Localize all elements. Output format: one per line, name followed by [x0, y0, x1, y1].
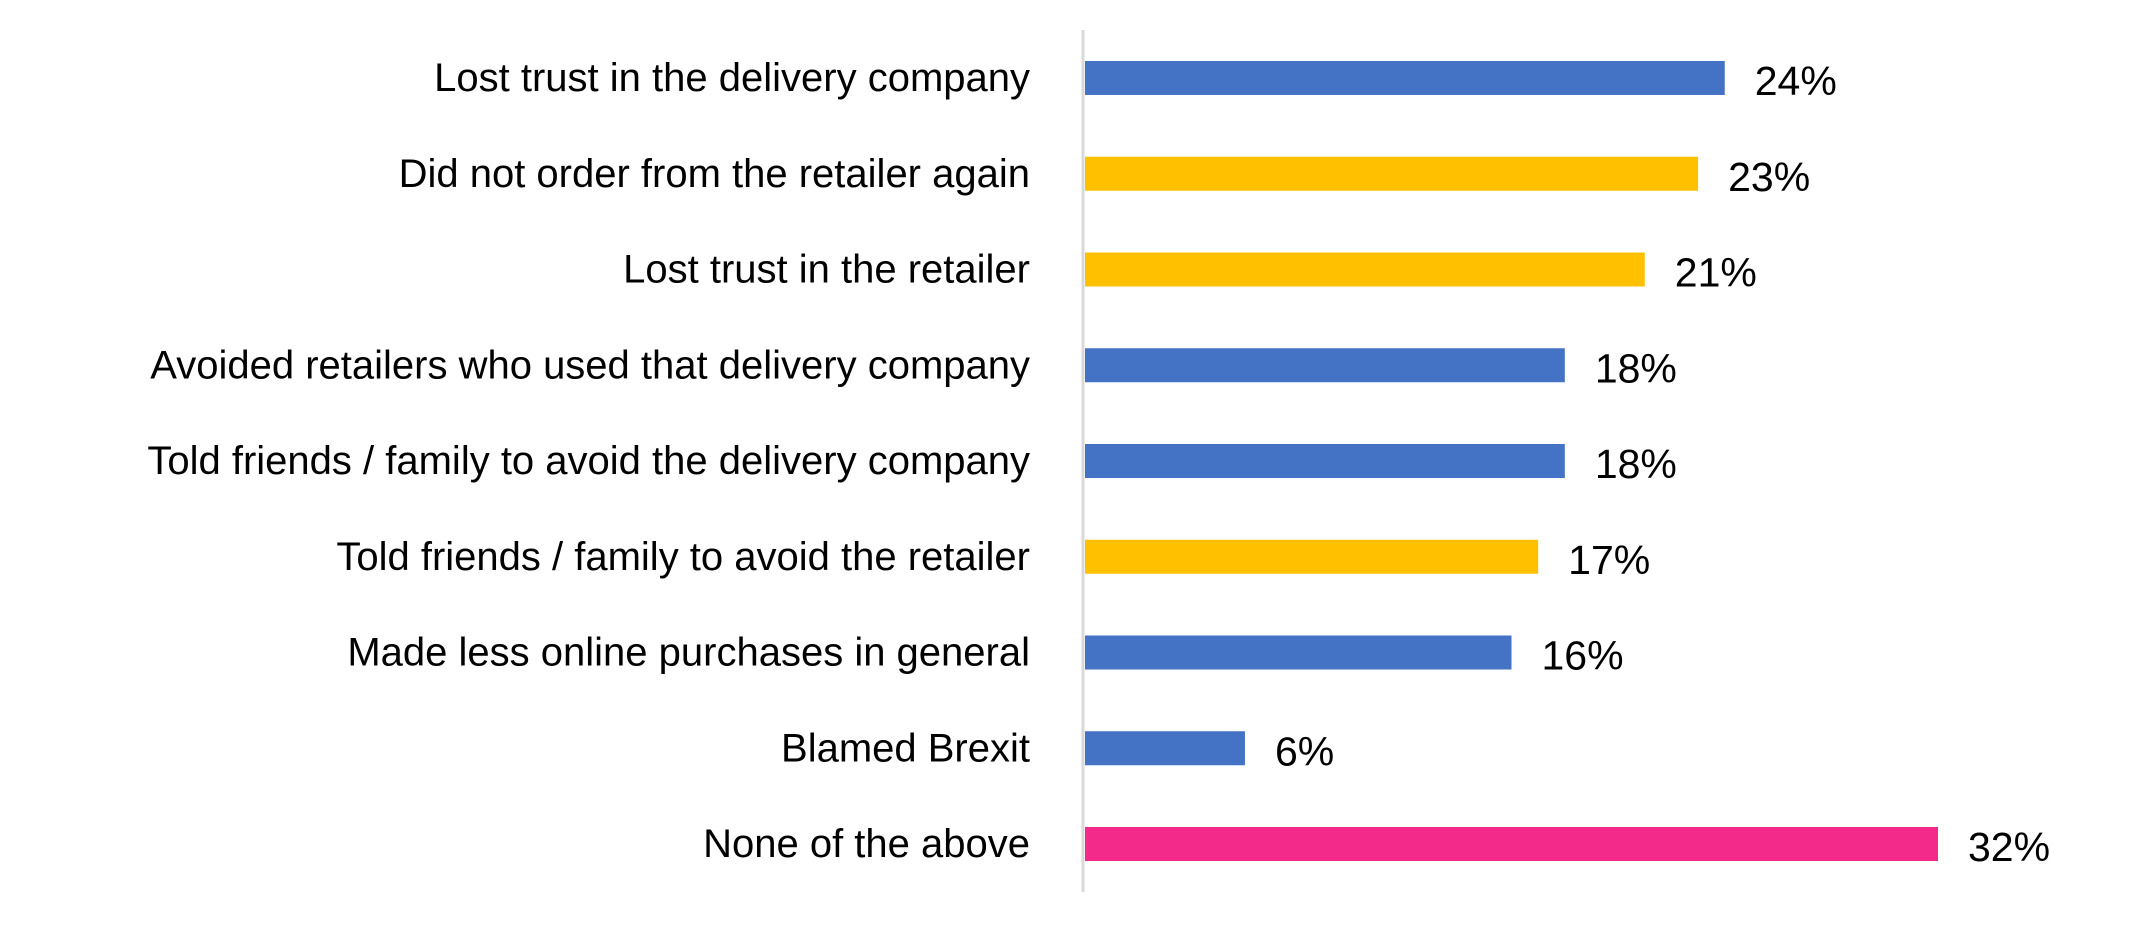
value-label-8: 6%: [1275, 728, 1334, 774]
value-label-1: 24%: [1755, 58, 1837, 104]
category-label-2: Did not order from the retailer again: [399, 152, 1030, 196]
bar-6: [1085, 539, 1539, 574]
category-labels: Lost trust in the delivery company Did no…: [147, 56, 1030, 866]
category-label-6: Told friends / family to avoid the retai…: [336, 535, 1030, 579]
value-label-3: 21%: [1675, 250, 1757, 296]
value-label-4: 18%: [1595, 345, 1677, 391]
category-label-9: None of the above: [703, 822, 1030, 866]
bar-5: [1085, 444, 1565, 478]
category-label-3: Lost trust in the retailer: [623, 248, 1030, 292]
bar-4: [1085, 348, 1565, 383]
bar-7: [1085, 635, 1512, 670]
value-label-5: 18%: [1595, 441, 1677, 487]
value-label-2: 23%: [1728, 154, 1810, 200]
value-label-9: 32%: [1968, 824, 2050, 870]
bar-8: [1085, 731, 1245, 766]
category-label-8: Blamed Brexit: [781, 726, 1030, 770]
value-labels: 24% 23% 21% 18% 18% 17% 16% 6% 32%: [1275, 58, 2050, 870]
category-label-5: Told friends / family to avoid the deliv…: [147, 439, 1030, 483]
category-label-7: Made less online purchases in general: [347, 631, 1030, 675]
bar-9: [1085, 827, 1938, 861]
value-label-7: 16%: [1542, 633, 1624, 679]
bar-1: [1085, 61, 1725, 95]
category-label-1: Lost trust in the delivery company: [434, 56, 1030, 100]
bar-2: [1085, 156, 1699, 191]
category-label-4: Avoided retailers who used that delivery…: [150, 343, 1030, 387]
bars: [1085, 61, 1938, 861]
bar-3: [1085, 252, 1645, 287]
value-label-6: 17%: [1568, 537, 1650, 583]
